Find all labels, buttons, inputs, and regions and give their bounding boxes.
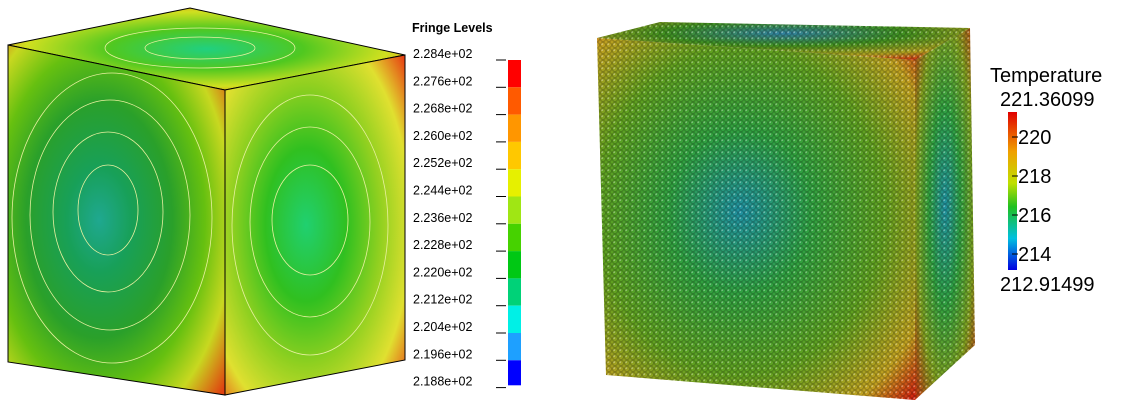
legend-title: Temperature: [990, 65, 1102, 87]
legend-tick-label: 214: [1018, 244, 1051, 266]
figure: Fringe Levels 2.284e+02 2.276e+02 2.268e+0…: [0, 0, 1127, 404]
legend-label: 2.284e+02: [413, 47, 472, 61]
legend-max: 221.36099: [1000, 89, 1095, 111]
legend-title: Fringe Levels: [412, 21, 493, 35]
fringe-colorbar: [508, 60, 521, 385]
legend-label: 2.212e+02: [413, 293, 472, 307]
legend-label: 2.220e+02: [413, 265, 472, 279]
legend-tick-label: 218: [1018, 166, 1051, 188]
legend-label: 2.252e+02: [413, 156, 472, 170]
legend-label: 2.204e+02: [413, 320, 472, 334]
legend-label: 2.276e+02: [413, 74, 472, 88]
fringe-legend: 2.284e+02 2.276e+02 2.268e+02 2.260e+02 2.25…: [413, 47, 506, 389]
cube-side: [225, 55, 405, 395]
fringe-cube: [8, 8, 405, 395]
legend-label: 2.244e+02: [413, 184, 472, 198]
legend-label: 2.228e+02: [413, 238, 472, 252]
cube-front: [8, 45, 225, 395]
temperature-ticks: 220 218 216 214: [1012, 127, 1051, 266]
temperature-colorbar: [1008, 112, 1017, 270]
legend-tick-label: 220: [1018, 127, 1051, 149]
legend-min: 212.91499: [1000, 274, 1095, 296]
legend-tick-label: 216: [1018, 205, 1051, 227]
legend-label: 2.268e+02: [413, 102, 472, 116]
legend-label: 2.188e+02: [413, 375, 472, 389]
legend-label: 2.236e+02: [413, 211, 472, 225]
legend-label: 2.196e+02: [413, 347, 472, 361]
temperature-cube: [597, 22, 975, 400]
legend-label: 2.260e+02: [413, 129, 472, 143]
